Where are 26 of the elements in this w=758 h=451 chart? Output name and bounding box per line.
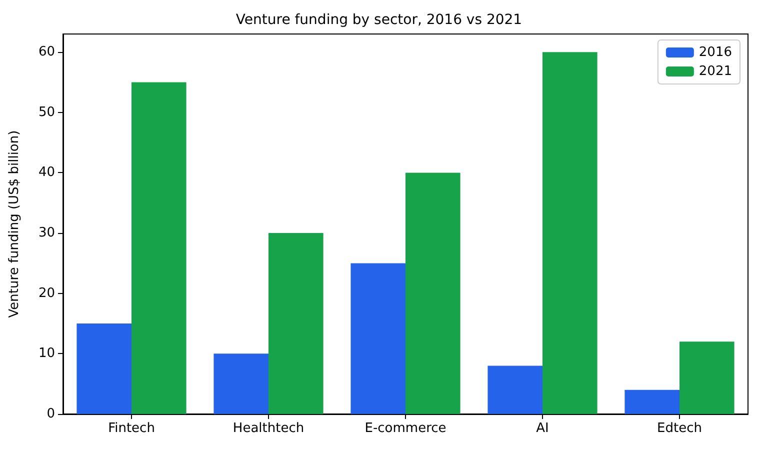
bar [406, 172, 460, 414]
chart-title: Venture funding by sector, 2016 vs 2021 [236, 12, 522, 28]
bar [76, 324, 132, 414]
bar [268, 233, 324, 414]
x-tick-label: AI [536, 421, 549, 436]
y-tick-label: 10 [38, 346, 55, 362]
legend-label: 2016 [698, 45, 732, 60]
y-tick-label: 20 [38, 286, 55, 301]
y-tick-label: 60 [38, 44, 55, 60]
x-tick-label: Fintech [108, 421, 155, 436]
bar [542, 52, 598, 414]
bar [624, 390, 680, 414]
bar [214, 354, 268, 414]
legend-label: 2021 [698, 64, 732, 79]
y-axis-title: Venture funding (US$ billion) [7, 130, 22, 318]
y-tick-label: 30 [38, 226, 55, 241]
x-tick-label: Edtech [657, 421, 702, 436]
x-tick-label: Healthtech [232, 421, 304, 436]
y-tick-label: 40 [38, 165, 55, 180]
bar [350, 263, 406, 414]
bar [488, 366, 542, 414]
y-tick-label: 50 [38, 104, 55, 120]
bar [680, 342, 734, 414]
bar [132, 82, 186, 414]
x-tick-label: E-commerce [364, 421, 446, 436]
y-tick-label: 0 [46, 406, 55, 422]
